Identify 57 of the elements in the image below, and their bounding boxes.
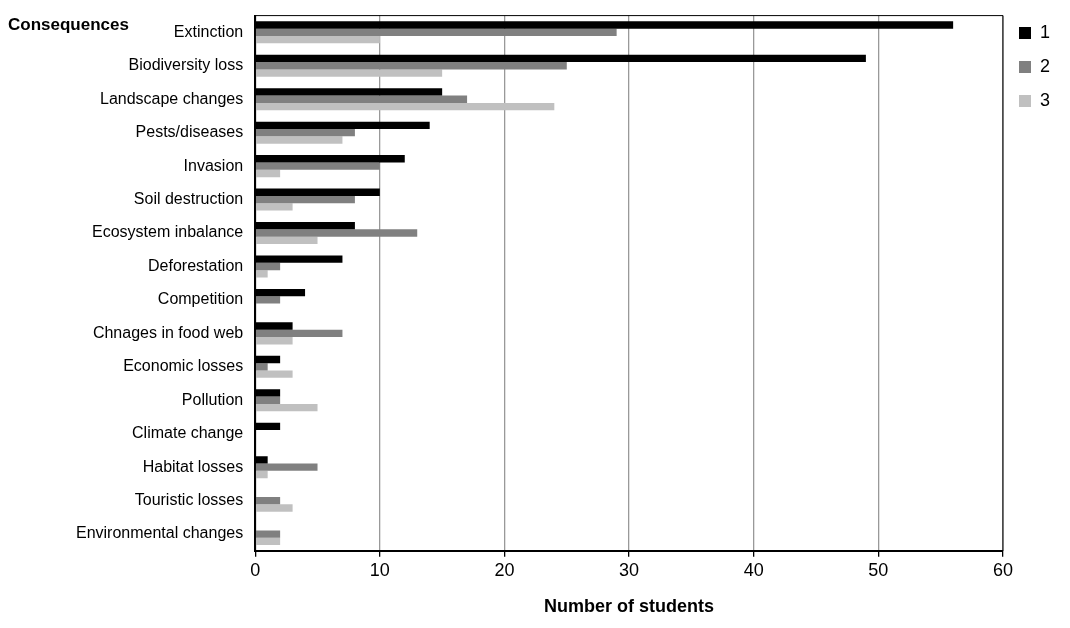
y-tick-label: Pollution: [181, 390, 244, 408]
y-tick-label: Climate change: [132, 424, 244, 442]
x-tick-label: 20: [494, 559, 515, 580]
y-tick-label: Soil destruction: [133, 189, 244, 207]
y-tick-label: Environmental changes: [75, 524, 244, 542]
bar: [255, 95, 468, 103]
bar: [255, 530, 281, 538]
bar: [255, 129, 355, 137]
x-tick-label: 60: [992, 559, 1013, 580]
legend-label: 2: [1039, 55, 1050, 76]
bar: [255, 69, 443, 77]
bar: [255, 403, 318, 412]
legend-label: 3: [1039, 89, 1050, 110]
bar: [255, 28, 617, 37]
bar: [255, 363, 268, 371]
y-axis-title: Consequences: [8, 15, 129, 35]
bar: [255, 470, 268, 479]
y-tick-label: Invasion: [183, 156, 244, 174]
bar: [255, 195, 355, 204]
bar: [255, 496, 281, 505]
bar: [255, 270, 268, 278]
y-tick-label: Deforestation: [148, 256, 244, 274]
bar: [255, 504, 293, 512]
bar: [255, 36, 380, 44]
bar: [255, 329, 343, 338]
bar: [255, 169, 281, 178]
y-tick-label: Competition: [157, 290, 244, 308]
bar: [255, 102, 555, 111]
x-tick-label: 0: [250, 559, 261, 580]
bar: [255, 370, 293, 378]
bar: [255, 337, 293, 345]
y-tick-label: Chnages in food web: [92, 323, 244, 341]
x-tick-label: 40: [743, 559, 764, 580]
y-tick-label: Extinction: [173, 22, 244, 40]
y-tick-label: Touristic losses: [134, 491, 244, 509]
bar: [255, 296, 281, 304]
bar: [255, 262, 281, 271]
bar: [255, 236, 318, 245]
y-tick-label: Economic losses: [123, 357, 244, 375]
bar: [255, 463, 318, 471]
y-tick-label: Landscape changes: [99, 89, 244, 107]
x-axis-title: Number of students: [544, 596, 715, 617]
x-tick-label: 30: [619, 559, 640, 580]
x-tick-label: 50: [868, 559, 889, 580]
y-tick-label: Biodiversity loss: [128, 56, 244, 74]
y-tick-label: Ecosystem inbalance: [92, 223, 244, 241]
bar: [255, 396, 281, 404]
legend-label: 1: [1039, 21, 1050, 42]
bar: [255, 62, 567, 70]
y-tick-label: Habitat losses: [142, 457, 244, 475]
bar: [255, 537, 281, 546]
y-tick-label: Pests/diseases: [135, 123, 244, 141]
x-tick-label: 10: [369, 559, 390, 580]
bar: [255, 162, 380, 170]
bar: [255, 229, 418, 237]
bar: [255, 136, 343, 144]
bar: [255, 203, 293, 211]
